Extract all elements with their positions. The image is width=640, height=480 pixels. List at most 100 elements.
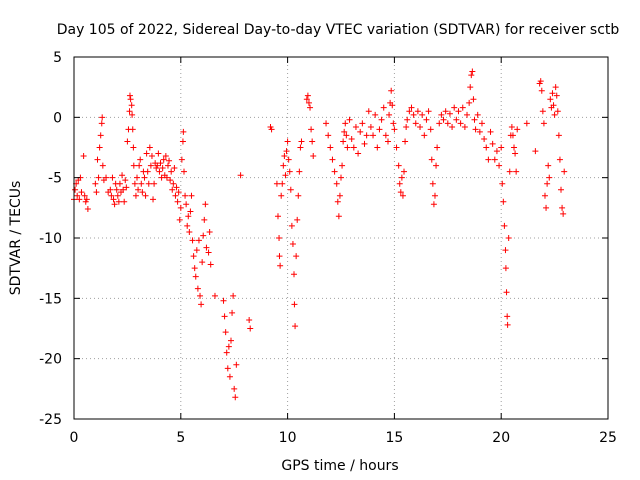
data-point <box>173 184 180 191</box>
data-point <box>554 108 561 115</box>
data-point <box>470 96 477 103</box>
x-tick-label: 20 <box>492 430 510 446</box>
data-point <box>99 162 106 169</box>
data-point <box>303 96 310 103</box>
data-point <box>502 247 509 254</box>
data-point <box>222 329 229 336</box>
data-point <box>247 325 254 332</box>
data-point <box>483 144 490 151</box>
data-point <box>233 361 240 368</box>
data-point <box>114 192 121 199</box>
data-point <box>367 123 374 130</box>
data-point <box>128 102 135 109</box>
data-point <box>388 87 395 94</box>
data-point <box>81 192 88 199</box>
data-point <box>276 235 283 241</box>
data-point <box>178 156 185 163</box>
data-point <box>111 201 118 208</box>
data-point <box>305 99 312 106</box>
data-point <box>538 87 545 94</box>
data-point <box>333 180 340 187</box>
data-point <box>95 174 102 181</box>
data-point <box>429 180 436 187</box>
data-point <box>107 186 114 193</box>
data-point <box>129 111 136 118</box>
y-tick-label: 5 <box>53 50 62 66</box>
data-point <box>543 204 550 211</box>
data-point <box>131 180 138 187</box>
data-point <box>331 168 338 175</box>
data-point <box>498 144 505 151</box>
data-point <box>110 196 117 203</box>
data-point <box>506 168 513 175</box>
data-point <box>391 126 398 133</box>
data-point <box>182 192 189 199</box>
data-point <box>359 120 366 127</box>
data-point <box>505 235 512 241</box>
data-point <box>162 152 169 159</box>
y-tick-label: -25 <box>39 412 62 428</box>
data-point <box>123 184 130 191</box>
data-point <box>338 174 344 181</box>
data-point <box>544 180 551 187</box>
data-point <box>179 138 186 145</box>
data-point <box>144 168 151 175</box>
data-point <box>76 196 83 203</box>
data-point <box>487 128 494 135</box>
data-point <box>191 265 198 272</box>
data-point <box>281 152 288 159</box>
data-point <box>185 213 192 220</box>
data-point <box>80 152 87 159</box>
data-point <box>167 177 174 184</box>
data-point <box>308 126 315 133</box>
data-point <box>355 150 362 157</box>
data-point <box>108 192 115 199</box>
data-point <box>504 321 511 328</box>
data-point <box>94 156 101 163</box>
data-point <box>461 123 468 130</box>
data-point <box>323 120 330 127</box>
data-point <box>285 156 292 163</box>
data-point <box>227 337 234 344</box>
data-point <box>408 104 415 111</box>
data-point <box>205 249 212 256</box>
tick-labels: 0 5 10 15 20 25 -25 -20 -15 -10 -5 0 5 <box>39 50 617 446</box>
data-point <box>553 92 560 99</box>
data-point <box>558 186 565 193</box>
data-point <box>169 186 176 193</box>
data-point <box>225 343 232 350</box>
data-point <box>493 148 500 155</box>
data-point <box>224 365 231 372</box>
data-point <box>72 186 79 193</box>
data-point <box>276 253 283 260</box>
data-point <box>211 292 218 299</box>
data-point <box>160 156 167 163</box>
data-point <box>188 192 195 199</box>
data-point <box>139 189 146 196</box>
data-point <box>329 156 336 163</box>
data-point <box>150 196 157 203</box>
data-point <box>151 180 158 187</box>
data-point <box>163 174 170 181</box>
data-point <box>560 210 567 217</box>
data-point <box>92 180 99 187</box>
data-point <box>103 174 110 181</box>
data-point <box>282 172 289 179</box>
data-point <box>189 237 196 244</box>
data-point <box>393 144 400 151</box>
data-point <box>449 123 456 130</box>
data-point <box>237 172 244 179</box>
data-point <box>386 111 393 118</box>
data-point <box>342 120 349 127</box>
data-point <box>390 120 397 127</box>
data-point <box>399 192 406 199</box>
data-point <box>502 265 509 272</box>
data-point <box>545 162 552 169</box>
data-point <box>402 138 409 145</box>
data-point <box>202 201 209 208</box>
data-point <box>339 162 346 169</box>
data-point <box>476 128 483 135</box>
data-point <box>431 192 438 199</box>
data-point <box>430 201 437 208</box>
x-tick-label: 5 <box>176 430 185 446</box>
